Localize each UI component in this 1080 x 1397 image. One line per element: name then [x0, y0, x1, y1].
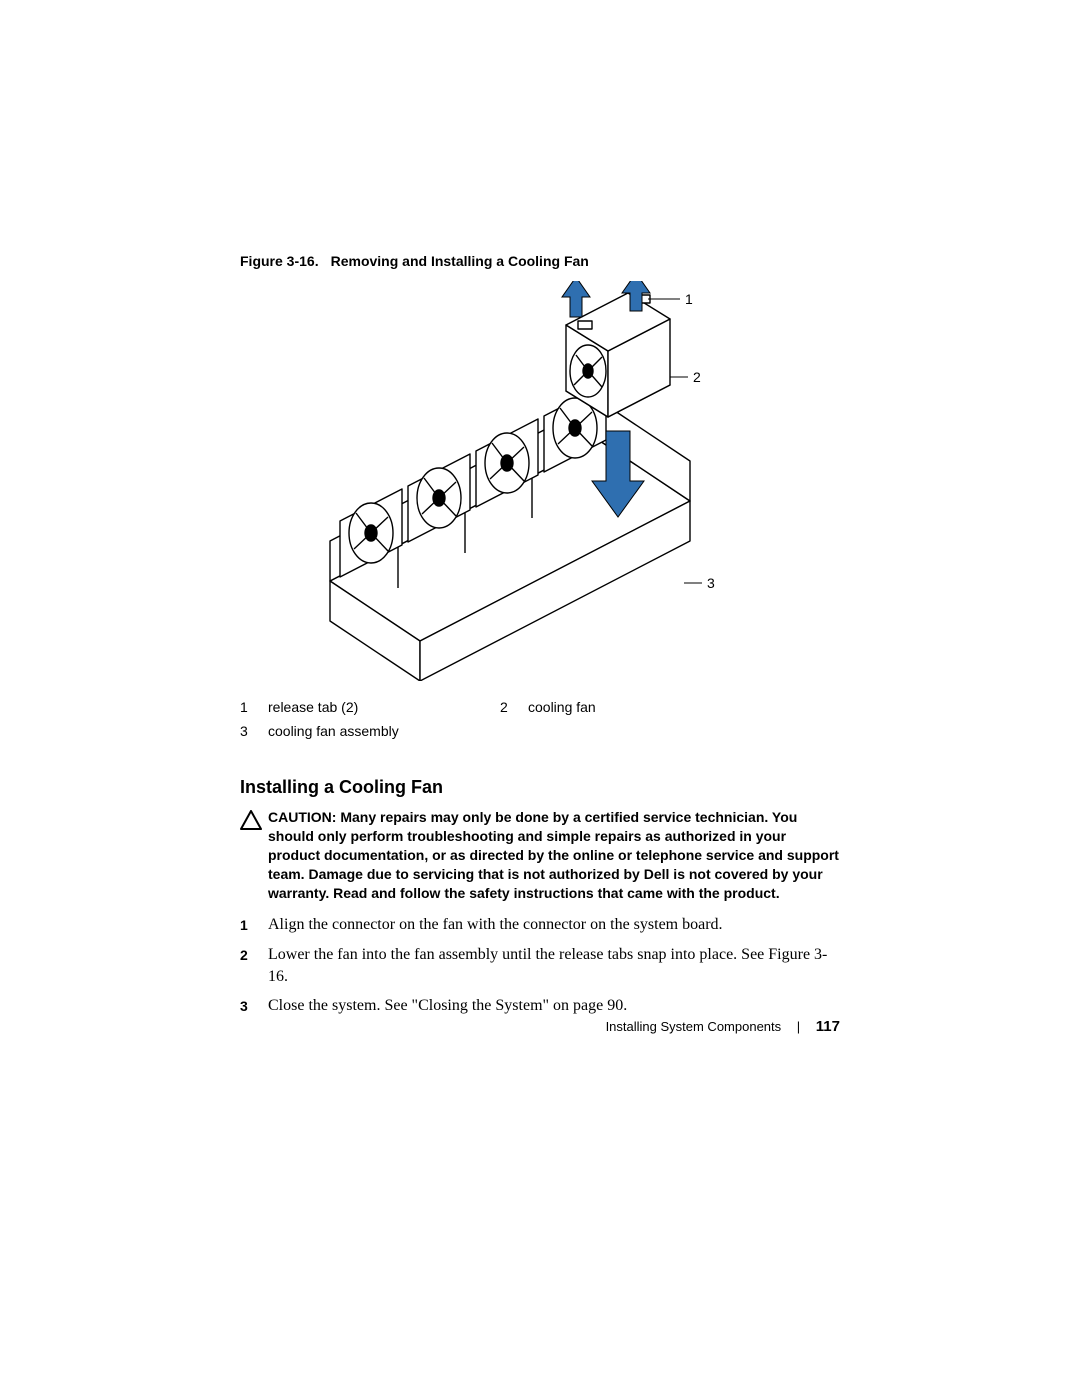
page-footer: Installing System Components | 117 — [460, 1018, 840, 1035]
footer-page-number: 117 — [816, 1018, 840, 1035]
footer-chapter: Installing System Components — [606, 1019, 782, 1034]
step: 3 Close the system. See "Closing the Sys… — [240, 995, 840, 1017]
step-number: 2 — [240, 944, 268, 987]
caution-lead: CAUTION: — [268, 809, 340, 825]
legend-label: cooling fan assembly — [268, 723, 500, 739]
step: 1 Align the connector on the fan with th… — [240, 914, 840, 936]
legend-label: release tab (2) — [268, 699, 500, 715]
legend-num: 1 — [240, 699, 268, 715]
figure-legend: 1 release tab (2) 2 cooling fan 3 coolin… — [240, 699, 840, 747]
caution-icon — [240, 808, 268, 902]
step-text: Lower the fan into the fan assembly unti… — [268, 944, 840, 987]
caution-block: CAUTION: Many repairs may only be done b… — [240, 808, 840, 902]
figure-diagram: 1 2 3 — [270, 281, 840, 681]
step-number: 1 — [240, 914, 268, 936]
cooling-fan-svg — [270, 281, 840, 681]
caution-body: Many repairs may only be done by a certi… — [268, 809, 839, 901]
callout-3: 3 — [707, 575, 715, 591]
legend-num: 3 — [240, 723, 268, 739]
footer-divider: | — [797, 1019, 800, 1034]
figure-title: Removing and Installing a Cooling Fan — [331, 253, 589, 269]
legend-num: 2 — [500, 699, 528, 715]
caution-text: CAUTION: Many repairs may only be done b… — [268, 808, 840, 902]
step-text: Align the connector on the fan with the … — [268, 914, 840, 936]
section-heading: Installing a Cooling Fan — [240, 777, 840, 798]
callout-1: 1 — [685, 291, 693, 307]
callout-2: 2 — [693, 369, 701, 385]
step-number: 3 — [240, 995, 268, 1017]
procedure-steps: 1 Align the connector on the fan with th… — [240, 914, 840, 1016]
legend-label: cooling fan — [528, 699, 760, 715]
figure-number: Figure 3-16. — [240, 253, 319, 269]
step-text: Close the system. See "Closing the Syste… — [268, 995, 840, 1017]
step: 2 Lower the fan into the fan assembly un… — [240, 944, 840, 987]
figure-caption: Figure 3-16. Removing and Installing a Co… — [240, 253, 840, 269]
